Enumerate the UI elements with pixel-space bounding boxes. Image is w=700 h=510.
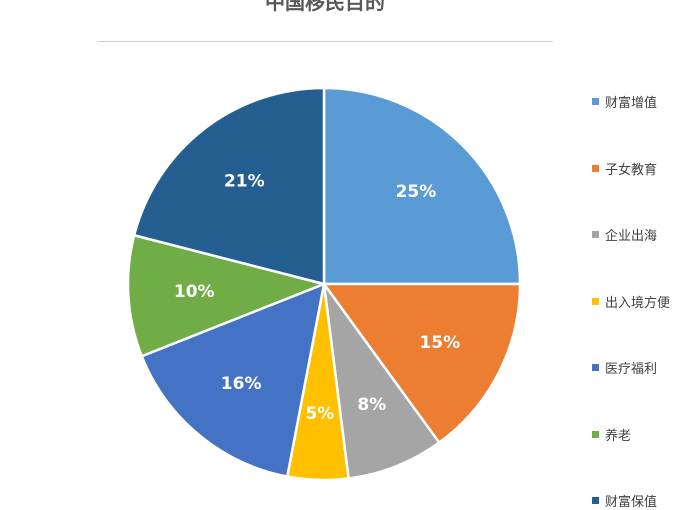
legend-label-5: 养老 [605, 428, 632, 444]
legend-label-6: 财富保值 [605, 495, 658, 510]
legend-label-3: 出入境方便 [605, 295, 671, 311]
pie-slice-6 [132, 86, 326, 286]
legend-item-6: 财富保值 [592, 491, 657, 510]
slice-label-3: 5% [305, 404, 334, 424]
legend-swatch-5 [592, 430, 599, 438]
legend-swatch-0 [592, 98, 599, 105]
legend-item-5: 养老 [592, 425, 631, 444]
legend-label-2: 企业出海 [605, 229, 658, 244]
legend-swatch-4 [592, 364, 599, 371]
pie-slice-1 [322, 282, 522, 444]
slice-label-0: 25% [396, 182, 437, 202]
legend-item-2: 企业出海 [592, 225, 657, 244]
legend-item-1: 子女教育 [592, 159, 657, 178]
slice-label-1: 15% [419, 333, 460, 353]
pie-chart: 25% 15% 8% 5% 16% 10% 21% [126, 86, 522, 482]
legend-item-0: 财富增值 [592, 92, 657, 111]
slice-label-5: 10% [174, 282, 215, 302]
title-divider [97, 41, 553, 42]
pie-slice-0 [322, 86, 522, 286]
slice-label-2: 8% [357, 395, 386, 415]
legend-swatch-3 [592, 297, 599, 305]
pie-slice-4 [140, 282, 326, 478]
legend-label-4: 医疗福利 [605, 362, 658, 377]
legend-swatch-2 [592, 231, 599, 238]
slice-label-4: 16% [221, 374, 262, 394]
legend-item-3: 出入境方便 [592, 292, 670, 311]
chart-title: 中国移民目的 [265, 0, 385, 14]
legend-swatch-1 [592, 164, 599, 172]
legend-item-4: 医疗福利 [592, 358, 657, 377]
pie-slice-2 [322, 282, 441, 480]
legend-label-0: 财富增值 [605, 96, 658, 111]
slice-label-6: 21% [224, 171, 265, 191]
pie-slice-5 [126, 234, 326, 358]
legend: 财富增值子女教育企业出海出入境方便医疗福利养老财富保值 [592, 0, 700, 510]
legend-label-1: 子女教育 [605, 162, 658, 178]
legend-swatch-6 [592, 497, 599, 504]
